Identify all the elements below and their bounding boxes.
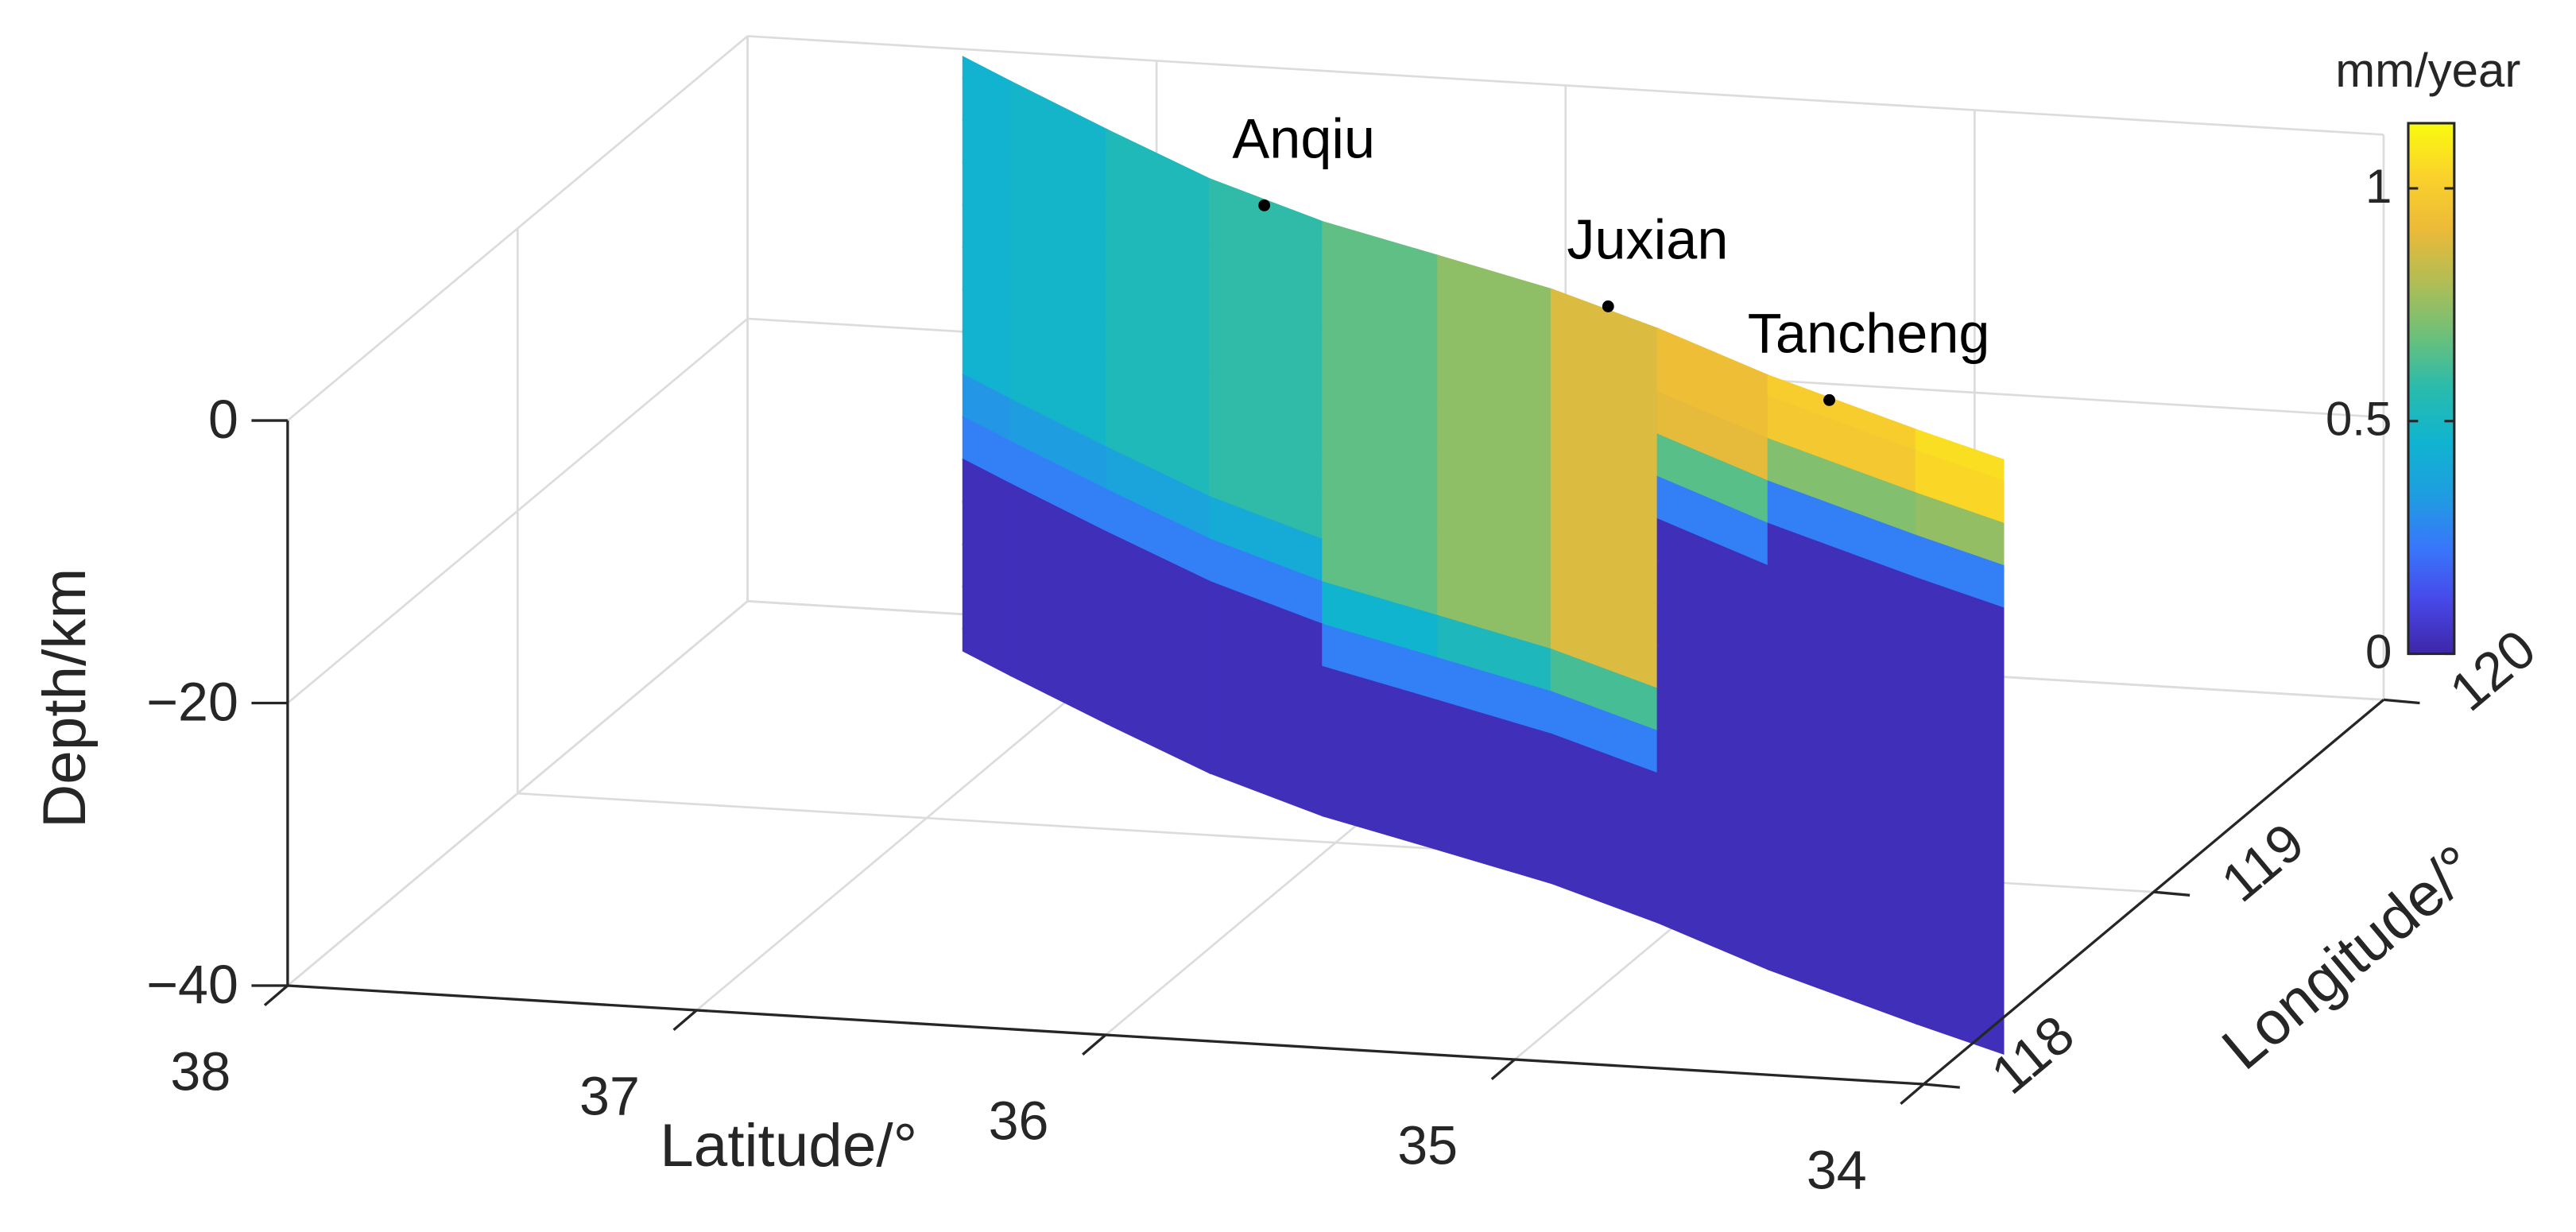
station-label: Anqiu <box>1232 107 1375 169</box>
surface-cell <box>1915 1001 2005 1055</box>
x-tick <box>1900 1083 1925 1106</box>
x-tick <box>263 984 289 1007</box>
colorbar-tick-label: 1 <box>2365 160 2392 213</box>
x-tick-label: 38 <box>170 1042 230 1102</box>
station-label: Juxian <box>1567 208 1728 271</box>
z-axis-label: Depth/km <box>31 568 99 828</box>
station-marker <box>1602 300 1614 312</box>
z-tick-label: −20 <box>146 672 238 733</box>
x-tick <box>672 1009 698 1032</box>
colorbar <box>2407 122 2456 656</box>
x-tick <box>1082 1033 1107 1056</box>
colorbar-tick-label: 0 <box>2365 625 2392 678</box>
grid-line <box>287 317 749 704</box>
x-axis-label: Latitude/° <box>660 1112 917 1180</box>
colorbar-label: mm/year <box>2335 44 2520 97</box>
grid-line <box>287 35 749 422</box>
z-tick-label: −40 <box>146 955 238 1015</box>
x-tick <box>1490 1058 1516 1081</box>
y-tick-label: 119 <box>2210 812 2315 913</box>
x-tick-label: 35 <box>1397 1116 1458 1176</box>
station-marker <box>1823 393 1835 406</box>
x-tick-label: 36 <box>989 1091 1049 1152</box>
z-tick-label: 0 <box>208 389 238 450</box>
grid-line <box>747 35 2384 136</box>
x-tick-label: 34 <box>1807 1141 1867 1201</box>
grid-line <box>287 600 749 987</box>
y-tick <box>2383 698 2420 705</box>
y-tick <box>1923 1083 1960 1089</box>
colorbar-tick-label: 0.5 <box>2326 393 2392 446</box>
x-tick-label: 37 <box>579 1067 640 1127</box>
y-tick <box>2153 890 2191 897</box>
x-axis <box>287 984 1924 1086</box>
station-label: Tancheng <box>1748 301 1990 364</box>
station-marker <box>1258 199 1271 211</box>
